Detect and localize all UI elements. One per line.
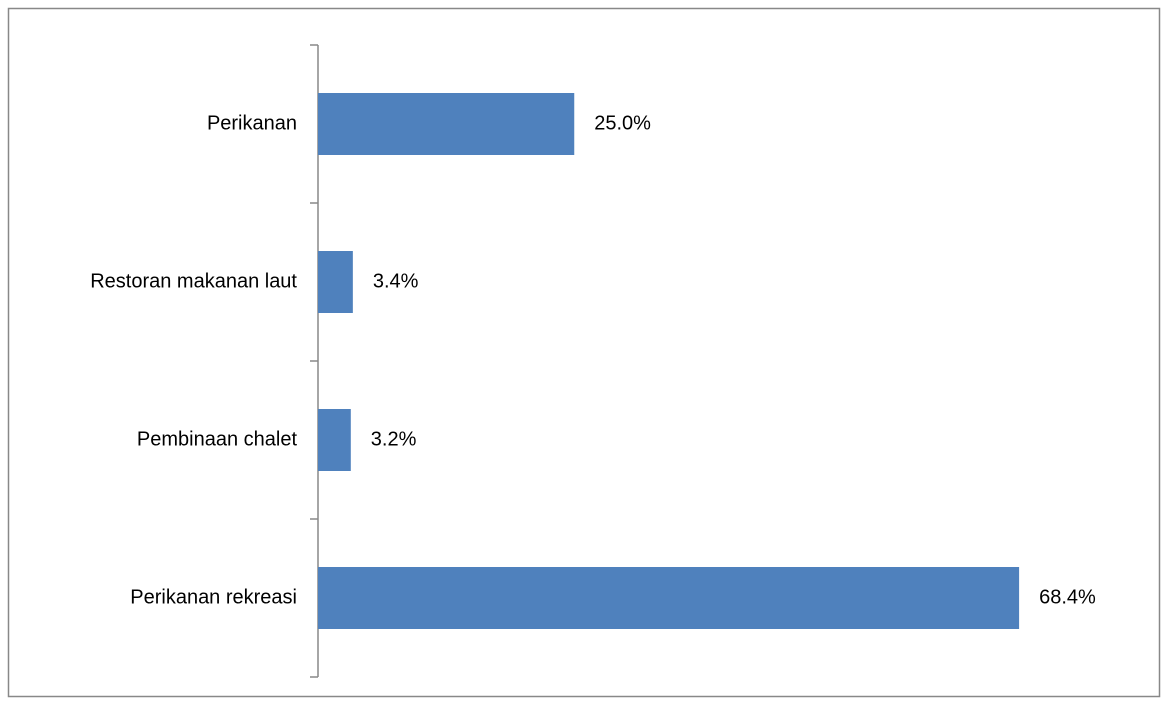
- bar: [318, 251, 353, 313]
- data-label: 25.0%: [594, 112, 651, 134]
- bar: [318, 567, 1020, 629]
- bar: [318, 409, 351, 471]
- y-tick-label: Pembinaan chalet: [137, 428, 298, 450]
- data-label: 3.4%: [373, 270, 419, 292]
- y-tick-label: Perikanan rekreasi: [130, 586, 297, 608]
- y-tick-label: Restoran makanan laut: [90, 270, 297, 292]
- bar: [318, 93, 575, 155]
- data-label: 68.4%: [1039, 586, 1096, 608]
- y-tick-label: Perikanan: [207, 112, 297, 134]
- data-label: 3.2%: [371, 428, 417, 450]
